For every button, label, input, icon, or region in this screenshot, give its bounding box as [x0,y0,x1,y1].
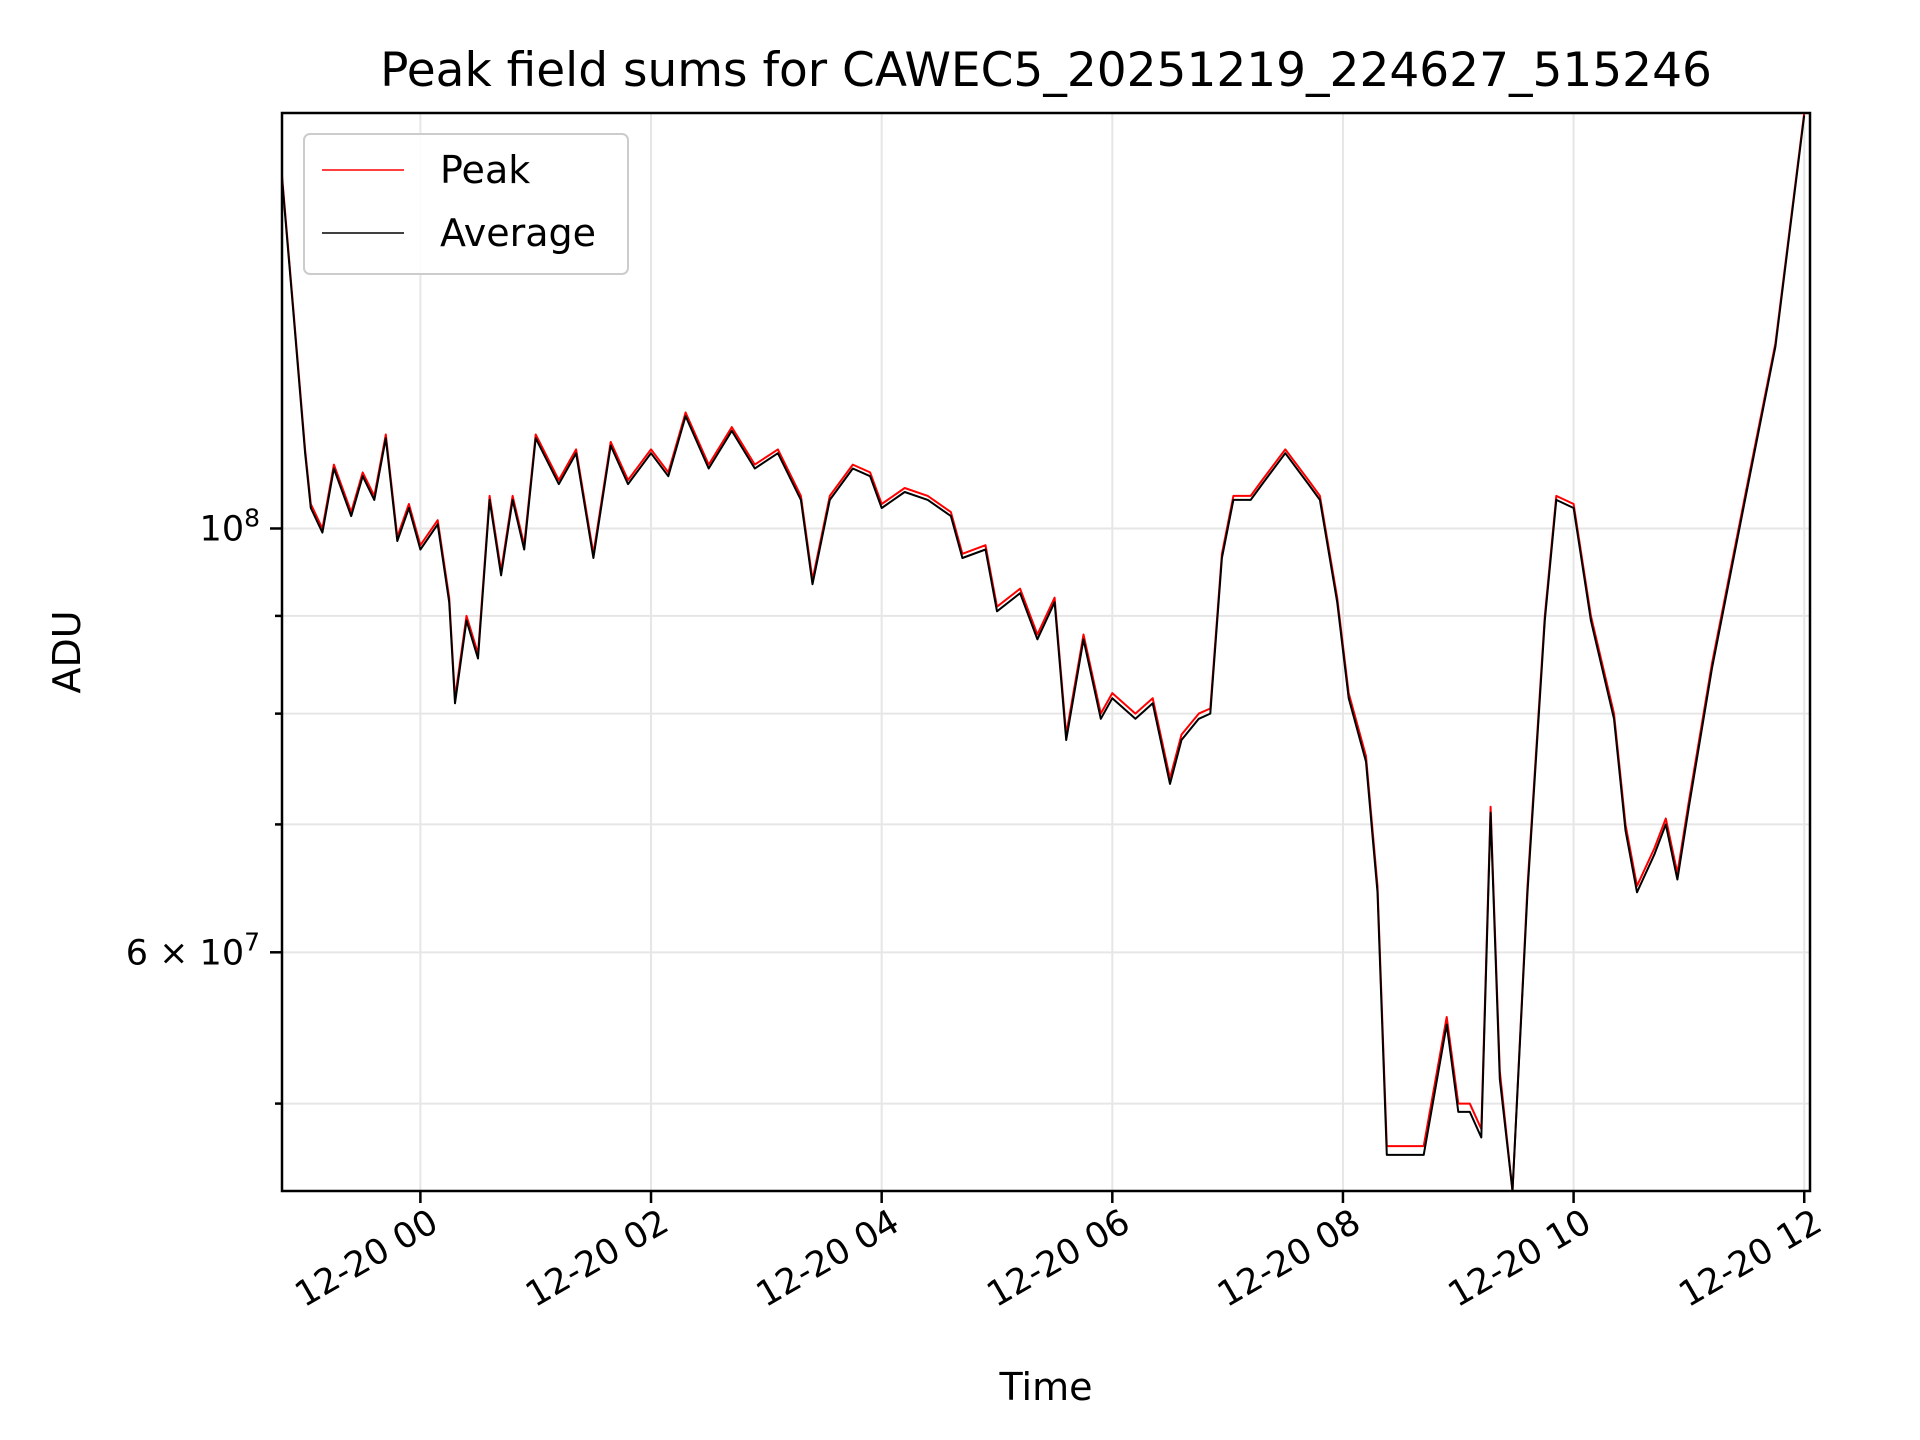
legend: Peak Average [303,133,629,275]
chart-title: Peak field sums for CAWEC5_20251219_2246… [380,43,1712,98]
series-line-average [282,115,1806,1191]
y-tick-label: 6 × 107 [126,927,260,973]
series-layer [282,113,1806,1191]
x-axis-label: Time [999,1365,1093,1409]
plot-frame [280,111,1812,1193]
legend-box [303,133,629,275]
y-tick-label: 108 [200,503,260,549]
legend-label-average: Average [440,211,596,255]
legend-label-peak: Peak [440,148,530,192]
y-axis-label: ADU [45,610,89,693]
